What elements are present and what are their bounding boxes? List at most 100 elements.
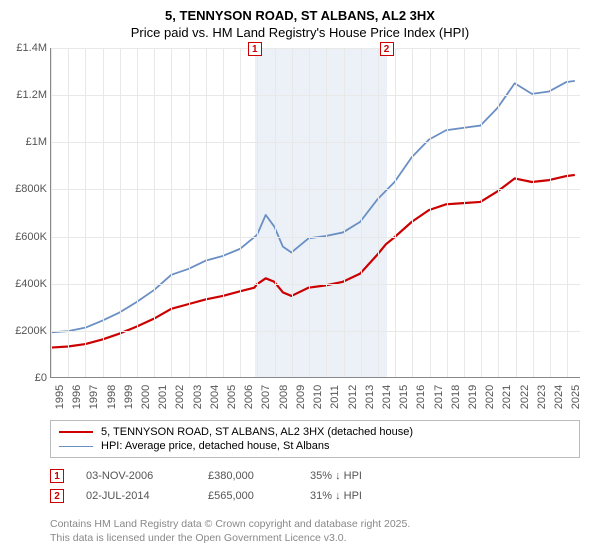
sale-diff-2: 31% ↓ HPI (310, 490, 362, 502)
gridline-h (51, 142, 580, 143)
footer-line1: Contains HM Land Registry data © Crown c… (50, 518, 580, 532)
sale-row-2: 2 02-JUL-2014 £565,000 31% ↓ HPI (50, 486, 580, 506)
gridline-v (395, 48, 396, 377)
legend-box: 5, TENNYSON ROAD, ST ALBANS, AL2 3HX (de… (50, 420, 580, 458)
sale-marker-1: 1 (50, 469, 64, 483)
y-axis-label: £800K (3, 183, 47, 195)
x-axis-label: 2001 (157, 385, 169, 409)
gridline-v (103, 48, 104, 377)
gridline-v (257, 48, 258, 377)
sale-date-2: 02-JUL-2014 (86, 490, 186, 502)
gridline-v (430, 48, 431, 377)
title-subtitle: Price paid vs. HM Land Registry's House … (0, 25, 600, 40)
x-axis-label: 2012 (347, 385, 359, 409)
x-axis-label: 2005 (226, 385, 238, 409)
footer: Contains HM Land Registry data © Crown c… (50, 518, 580, 545)
x-axis-label: 2002 (174, 385, 186, 409)
gridline-v (275, 48, 276, 377)
gridline-v (378, 48, 379, 377)
gridline-h (51, 48, 580, 49)
gridline-h (51, 331, 580, 332)
legend-swatch-property (59, 431, 93, 433)
gridline-v (481, 48, 482, 377)
gridline-v (171, 48, 172, 377)
chart-container: 5, TENNYSON ROAD, ST ALBANS, AL2 3HX Pri… (0, 0, 600, 560)
legend-row-property: 5, TENNYSON ROAD, ST ALBANS, AL2 3HX (de… (59, 425, 571, 439)
x-axis-label: 2007 (260, 385, 272, 409)
x-axis-label: 2011 (329, 385, 341, 409)
x-axis-label: 2003 (192, 385, 204, 409)
footer-line2: This data is licensed under the Open Gov… (50, 532, 580, 546)
gridline-h (51, 237, 580, 238)
x-axis-label: 2015 (398, 385, 410, 409)
gridline-v (567, 48, 568, 377)
sale-row-1: 1 03-NOV-2006 £380,000 35% ↓ HPI (50, 466, 580, 486)
y-axis-label: £200K (3, 325, 47, 337)
gridline-v (154, 48, 155, 377)
gridline-v (137, 48, 138, 377)
chart-plot-area: £0£200K£400K£600K£800K£1M£1.2M£1.4M19951… (50, 48, 580, 378)
gridline-v (344, 48, 345, 377)
x-axis-label: 1996 (71, 385, 83, 409)
gridline-h (51, 95, 580, 96)
sale-marker-2: 2 (50, 489, 64, 503)
y-axis-label: £0 (3, 372, 47, 384)
x-axis-label: 2022 (519, 385, 531, 409)
x-axis-label: 2004 (209, 385, 221, 409)
x-axis-label: 1998 (106, 385, 118, 409)
x-axis-label: 2020 (484, 385, 496, 409)
gridline-h (51, 189, 580, 190)
x-axis-label: 2023 (536, 385, 548, 409)
gridline-h (51, 284, 580, 285)
x-axis-label: 2008 (278, 385, 290, 409)
legend-row-hpi: HPI: Average price, detached house, St A… (59, 439, 571, 453)
gridline-v (51, 48, 52, 377)
gridline-v (292, 48, 293, 377)
x-axis-label: 2009 (295, 385, 307, 409)
gridline-v (464, 48, 465, 377)
title-address: 5, TENNYSON ROAD, ST ALBANS, AL2 3HX (0, 8, 600, 23)
x-axis-label: 1995 (54, 385, 66, 409)
x-axis-label: 2016 (415, 385, 427, 409)
gridline-v (412, 48, 413, 377)
x-axis-label: 2013 (364, 385, 376, 409)
y-axis-label: £1.2M (3, 89, 47, 101)
y-axis-label: £400K (3, 278, 47, 290)
gridline-v (223, 48, 224, 377)
gridline-v (516, 48, 517, 377)
x-axis-label: 1997 (88, 385, 100, 409)
gridline-v (550, 48, 551, 377)
x-axis-label: 2014 (381, 385, 393, 409)
x-axis-label: 2006 (243, 385, 255, 409)
legend-label-hpi: HPI: Average price, detached house, St A… (101, 440, 330, 452)
title-block: 5, TENNYSON ROAD, ST ALBANS, AL2 3HX Pri… (0, 0, 600, 40)
gridline-v (206, 48, 207, 377)
y-axis-label: £600K (3, 231, 47, 243)
x-axis-label: 2019 (467, 385, 479, 409)
gridline-v (120, 48, 121, 377)
series-property (51, 175, 575, 348)
sale-date-1: 03-NOV-2006 (86, 470, 186, 482)
gridline-v (498, 48, 499, 377)
x-axis-label: 2024 (553, 385, 565, 409)
x-axis-label: 2018 (450, 385, 462, 409)
x-axis-label: 2025 (570, 385, 582, 409)
x-axis-label: 2021 (501, 385, 513, 409)
series-hpi (51, 81, 575, 332)
chart-svg (51, 48, 580, 377)
sale-price-1: £380,000 (208, 470, 288, 482)
gridline-v (361, 48, 362, 377)
gridline-v (240, 48, 241, 377)
gridline-v (309, 48, 310, 377)
y-axis-label: £1.4M (3, 42, 47, 54)
x-axis-label: 1999 (123, 385, 135, 409)
chart-marker: 1 (248, 42, 262, 56)
legend-swatch-hpi (59, 446, 93, 447)
gridline-v (189, 48, 190, 377)
x-axis-label: 2000 (140, 385, 152, 409)
gridline-v (533, 48, 534, 377)
gridline-v (85, 48, 86, 377)
sale-table: 1 03-NOV-2006 £380,000 35% ↓ HPI 2 02-JU… (50, 466, 580, 506)
chart-marker: 2 (380, 42, 394, 56)
sale-price-2: £565,000 (208, 490, 288, 502)
